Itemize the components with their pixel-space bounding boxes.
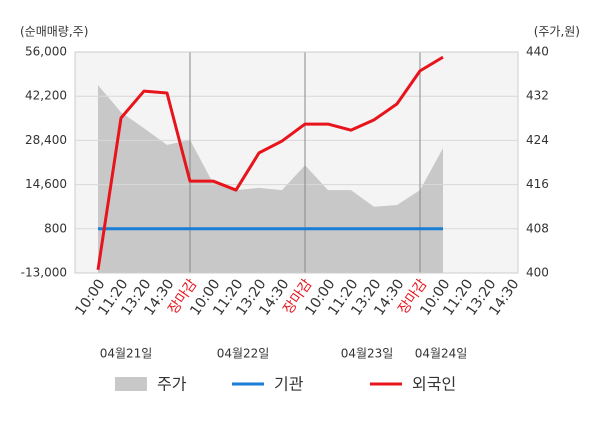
- y2-tick-label: 432: [526, 89, 549, 103]
- legend-item: 외국인: [370, 375, 456, 394]
- legend-label: 외국인: [412, 375, 456, 394]
- plot-border: [74, 51, 519, 274]
- y2-tick-label: 400: [526, 266, 549, 280]
- date-label: 04월22일: [217, 347, 270, 361]
- y2-tick-label: 424: [526, 133, 549, 147]
- y-tick-label: 28,400: [25, 133, 67, 147]
- date-label: 04월23일: [341, 347, 394, 361]
- series-line: [96, 55, 444, 271]
- legend-swatch: [115, 377, 147, 391]
- y-axis-label: (순매매량,주): [20, 25, 88, 39]
- date-label: 04월24일: [415, 347, 468, 361]
- y-tick-label: 42,200: [25, 89, 67, 103]
- y-tick-label: 14,600: [25, 177, 67, 191]
- y-tick-label: -13,000: [21, 266, 67, 280]
- price-area: [98, 85, 443, 274]
- legend-item: 주가: [115, 375, 187, 394]
- y2-tick-label: 408: [526, 221, 549, 235]
- legend-label: 기관: [274, 375, 304, 394]
- date-label: 04월21일: [100, 347, 153, 361]
- y2-axis-label: (주가,원): [534, 25, 580, 39]
- y2-tick-label: 416: [526, 177, 549, 191]
- y2-tick-label: 440: [526, 45, 549, 59]
- legend-item: 기관: [232, 375, 304, 394]
- y-tick-label: 56,000: [25, 45, 67, 59]
- legend-label: 주가: [157, 375, 187, 394]
- y-tick-label: 800: [44, 221, 67, 235]
